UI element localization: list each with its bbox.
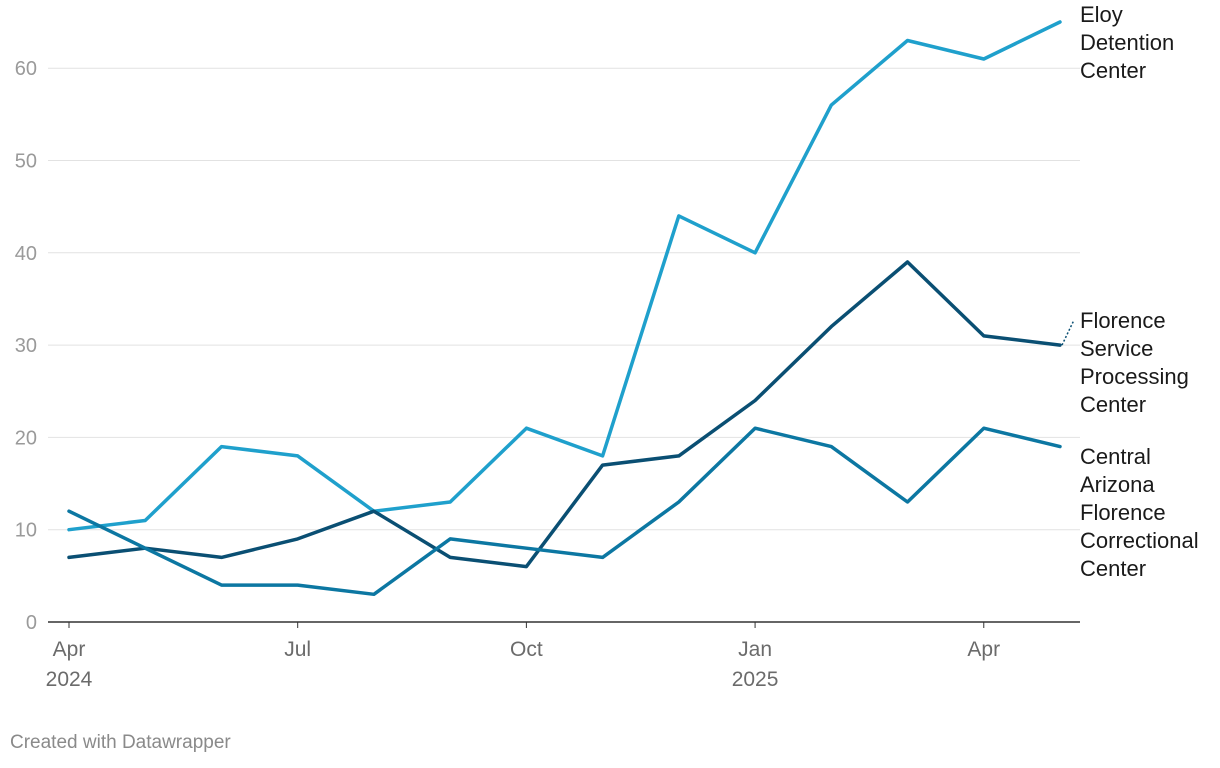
series-label-line: Eloy xyxy=(1080,2,1123,27)
series-label-1: Eloy Detention Center xyxy=(1080,2,1174,83)
series-line-3 xyxy=(67,426,1062,597)
x-tick-label: Oct xyxy=(510,638,543,661)
y-tick-label: 50 xyxy=(15,151,37,173)
series-line-1 xyxy=(67,20,1062,532)
series-label-2: Florence Service Processing Center xyxy=(1080,308,1189,417)
series-lines xyxy=(67,20,1062,597)
credit-text: Created with Datawrapper xyxy=(10,732,231,753)
gridlines xyxy=(48,67,1080,623)
y-tick-label: 0 xyxy=(26,612,37,634)
series-label-line: Center xyxy=(1080,556,1146,581)
y-axis-tick-labels: 0 10 20 30 40 50 60 xyxy=(15,58,37,634)
series-label-line: Processing xyxy=(1080,364,1189,389)
series-label-line: Florence xyxy=(1080,500,1166,525)
y-tick-label: 30 xyxy=(15,335,37,357)
series-labels: Eloy Detention Center Florence Service Proces… xyxy=(1061,2,1199,581)
y-tick-label: 60 xyxy=(15,58,37,80)
y-tick-label: 20 xyxy=(15,427,37,449)
series-label-line: Center xyxy=(1080,392,1146,417)
x-tick-sublabel: 2025 xyxy=(732,668,779,691)
x-tick-label: Apr xyxy=(53,638,86,661)
series-label-line: Arizona xyxy=(1080,472,1155,497)
x-tick-label: Jul xyxy=(284,638,311,661)
label-connector xyxy=(1061,319,1075,346)
series-label-3: Central Arizona Florence Correctional Center xyxy=(1080,444,1199,581)
series-label-line: Detention xyxy=(1080,30,1174,55)
series-label-line: Service xyxy=(1080,336,1153,361)
x-axis-tick-labels: Apr 2024 Jul Oct Jan 2025 Apr xyxy=(46,622,1000,691)
y-tick-label: 10 xyxy=(15,520,37,542)
x-tick-label: Apr xyxy=(967,638,1000,661)
x-tick-sublabel: 2024 xyxy=(46,668,93,691)
series-label-line: Center xyxy=(1080,58,1146,83)
x-tick-label: Jan xyxy=(738,638,772,661)
series-label-line: Central xyxy=(1080,444,1151,469)
y-tick-label: 40 xyxy=(15,243,37,265)
series-label-line: Correctional xyxy=(1080,528,1199,553)
series-label-line: Florence xyxy=(1080,308,1166,333)
series-line-2 xyxy=(67,260,1062,569)
